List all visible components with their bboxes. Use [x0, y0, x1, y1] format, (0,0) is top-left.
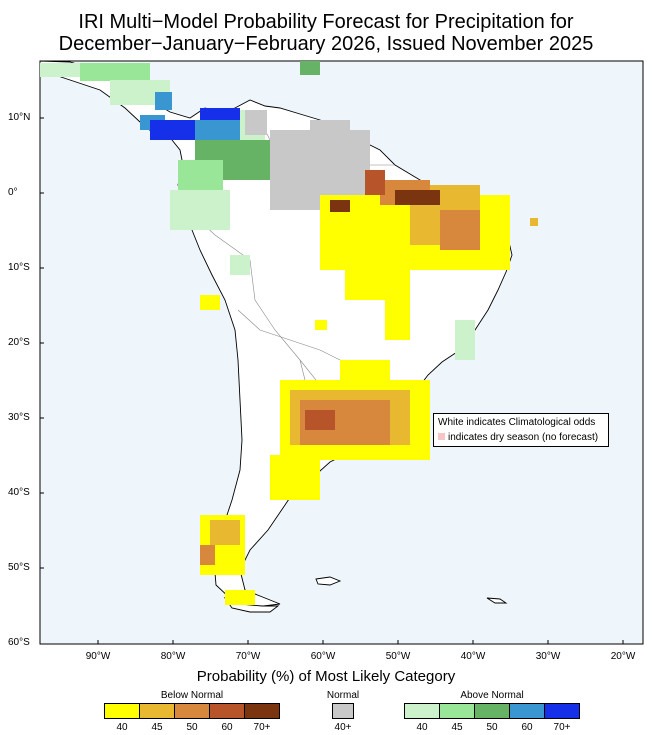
legend-tick: 70+ — [553, 722, 571, 733]
legend-swatch — [209, 703, 245, 719]
lon-label: 60°W — [310, 651, 336, 662]
legend-swatch — [544, 703, 580, 719]
legend-tick: 50 — [186, 722, 198, 733]
legend-swatch — [139, 703, 175, 719]
lon-label: 90°W — [85, 651, 111, 662]
lat-label: 60°S — [8, 637, 30, 648]
legend-normal-swatch — [332, 703, 354, 719]
lon-label: 30°W — [535, 651, 561, 662]
legend-tick: 70+ — [253, 722, 271, 733]
legend-swatch — [174, 703, 210, 719]
legend-above-label: Above Normal — [460, 690, 524, 701]
legend-tick: 60 — [521, 722, 533, 733]
above-normal-areas — [40, 61, 475, 360]
south-georgia — [486, 597, 508, 604]
legend-below-label: Below Normal — [160, 690, 224, 701]
note-climatology: White indicates Climatological odds — [438, 417, 596, 428]
legend-title: Probability (%) of Most Likely Category — [196, 668, 456, 685]
graticule-ticks — [40, 117, 624, 644]
lat-label: 20°S — [8, 337, 30, 348]
legend-swatch — [509, 703, 545, 719]
legend-swatch — [439, 703, 475, 719]
dry-season-swatch — [438, 433, 445, 440]
below-normal-areas — [200, 170, 538, 605]
legend-swatch — [474, 703, 510, 719]
legend-tick: 40 — [116, 722, 128, 733]
note-dry-season: indicates dry season (no forecast) — [438, 432, 598, 443]
legend-swatch — [104, 703, 140, 719]
note-box: White indicates Climatological odds indi… — [433, 413, 609, 447]
legend-swatch — [404, 703, 440, 719]
lat-label: 50°S — [8, 562, 30, 573]
lat-label: 30°S — [8, 412, 30, 423]
legend-tick: 45 — [151, 722, 163, 733]
lon-label: 50°W — [385, 651, 411, 662]
falklands — [315, 576, 342, 586]
legend-tick: 50 — [486, 722, 498, 733]
lon-label: 40°W — [460, 651, 486, 662]
lon-label: 80°W — [160, 651, 186, 662]
lon-label: 70°W — [235, 651, 261, 662]
legend-swatch — [244, 703, 280, 719]
lat-label: 10°N — [8, 112, 31, 123]
lat-label: 0° — [8, 187, 18, 198]
note-dry-season-text: indicates dry season (no forecast) — [448, 432, 599, 443]
legend-tick: 40 — [416, 722, 428, 733]
legend-tick: 60 — [221, 722, 233, 733]
lat-label: 10°S — [8, 262, 30, 273]
title-line-2: December−January−February 2026, Issued N… — [58, 33, 594, 55]
legend-normal-tick: 40+ — [334, 722, 352, 733]
legend-tick: 45 — [451, 722, 463, 733]
legend-normal-label: Normal — [326, 690, 360, 701]
lat-label: 40°S — [8, 487, 30, 498]
lon-label: 20°W — [610, 651, 636, 662]
title-line-1: IRI Multi−Model Probability Forecast for… — [78, 11, 574, 33]
